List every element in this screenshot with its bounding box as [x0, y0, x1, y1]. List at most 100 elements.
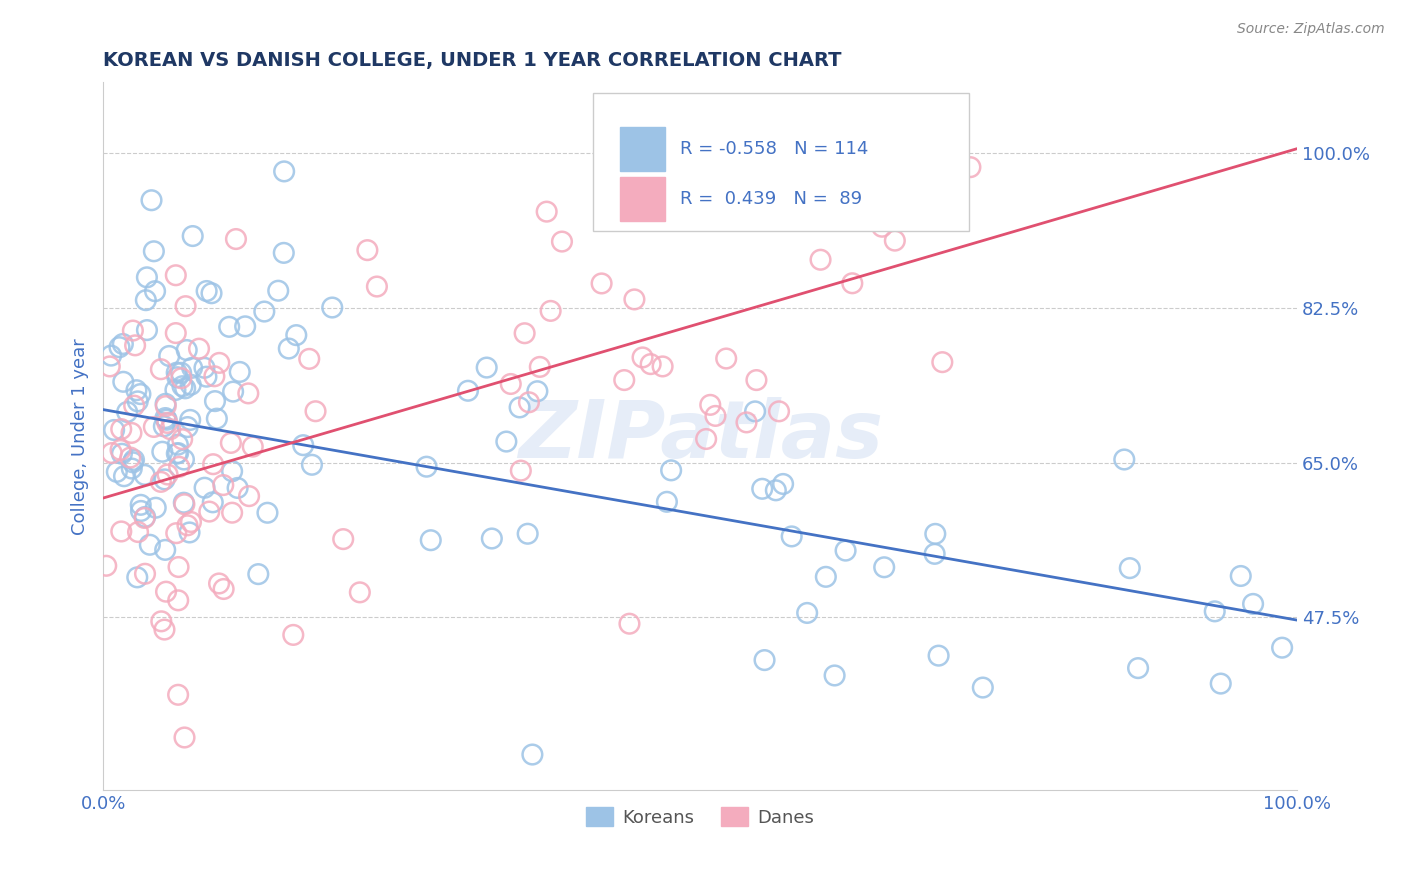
Point — [513, 326, 536, 341]
Point — [366, 279, 388, 293]
Point — [824, 668, 846, 682]
Point — [172, 379, 194, 393]
Point — [166, 370, 188, 384]
Point — [153, 623, 176, 637]
Point — [200, 286, 222, 301]
Point — [277, 342, 299, 356]
Point — [188, 342, 211, 356]
Point — [96, 558, 118, 573]
Point — [212, 582, 235, 596]
Point — [772, 477, 794, 491]
Point — [134, 511, 156, 525]
Point — [173, 452, 195, 467]
Point — [834, 543, 856, 558]
Point — [695, 432, 717, 446]
Point — [619, 616, 641, 631]
Point — [928, 648, 950, 663]
Point — [98, 359, 121, 374]
Text: Source: ZipAtlas.com: Source: ZipAtlas.com — [1237, 22, 1385, 37]
Point — [194, 481, 217, 495]
Point — [475, 360, 498, 375]
Point — [1229, 569, 1251, 583]
Point — [141, 193, 163, 207]
Point — [205, 411, 228, 425]
Point — [195, 369, 218, 384]
Point — [931, 169, 953, 183]
Point — [768, 404, 790, 418]
Point — [166, 366, 188, 380]
Point — [285, 328, 308, 343]
Point — [167, 593, 190, 607]
Point — [156, 413, 179, 427]
Point — [181, 360, 204, 375]
Point — [170, 371, 193, 385]
Point — [166, 438, 188, 452]
Point — [273, 245, 295, 260]
Point — [167, 459, 190, 474]
Point — [193, 360, 215, 375]
Point — [1119, 561, 1142, 575]
Point — [301, 458, 323, 472]
Point — [100, 446, 122, 460]
Point — [155, 397, 177, 411]
Point — [202, 369, 225, 384]
Point — [659, 463, 682, 477]
Point — [298, 351, 321, 366]
Point — [122, 399, 145, 413]
Point — [174, 299, 197, 313]
Point — [165, 268, 187, 283]
Point — [640, 357, 662, 371]
Point — [222, 384, 245, 399]
Point — [143, 284, 166, 298]
Point — [179, 525, 201, 540]
Point — [499, 376, 522, 391]
Point — [540, 304, 562, 318]
Point — [873, 560, 896, 574]
Point — [180, 515, 202, 529]
Point — [112, 469, 135, 483]
Point — [221, 464, 243, 478]
Point — [1114, 452, 1136, 467]
Point — [167, 446, 190, 460]
Point — [253, 304, 276, 318]
Point — [111, 447, 134, 461]
Point — [529, 359, 551, 374]
Point — [754, 653, 776, 667]
Point — [959, 160, 981, 174]
Point — [883, 234, 905, 248]
Point — [127, 524, 149, 539]
Point — [150, 615, 173, 629]
Point — [134, 510, 156, 524]
Point — [509, 401, 531, 415]
Point — [551, 235, 574, 249]
Point — [202, 457, 225, 471]
Point — [129, 504, 152, 518]
Point — [155, 584, 177, 599]
Point — [125, 383, 148, 397]
Point — [256, 506, 278, 520]
Point — [457, 384, 479, 398]
Point — [156, 467, 179, 482]
Point — [419, 533, 441, 548]
Point — [814, 570, 837, 584]
Point — [591, 277, 613, 291]
Point — [526, 384, 548, 399]
Point — [145, 500, 167, 515]
Point — [233, 319, 256, 334]
Point — [181, 229, 204, 244]
Legend: Koreans, Danes: Koreans, Danes — [579, 800, 821, 834]
Point — [924, 527, 946, 541]
Point — [135, 270, 157, 285]
FancyBboxPatch shape — [620, 127, 665, 170]
Text: ZIPatlas: ZIPatlas — [517, 397, 883, 475]
Point — [110, 524, 132, 539]
Point — [1271, 640, 1294, 655]
Point — [201, 495, 224, 509]
Point — [924, 547, 946, 561]
Point — [744, 404, 766, 418]
Point — [321, 301, 343, 315]
Point — [115, 405, 138, 419]
Point — [226, 481, 249, 495]
Point — [204, 394, 226, 409]
Point — [931, 355, 953, 369]
